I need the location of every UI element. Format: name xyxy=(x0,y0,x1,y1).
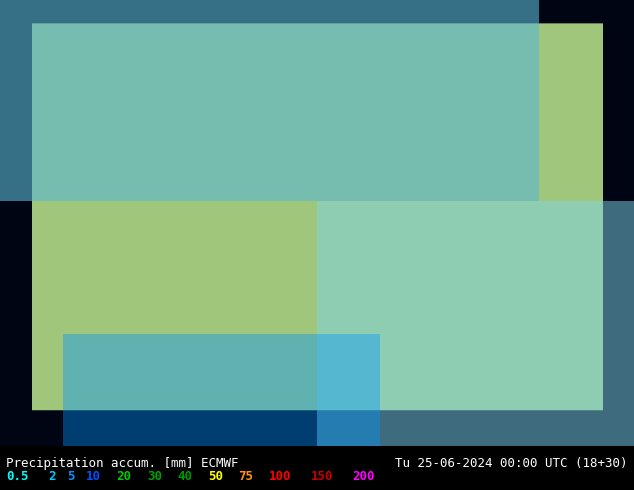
Text: 200: 200 xyxy=(353,470,375,483)
Text: 0.5: 0.5 xyxy=(6,470,29,483)
Text: 2: 2 xyxy=(48,470,56,483)
Text: 20: 20 xyxy=(117,470,132,483)
Text: Precipitation accum. [mm] ECMWF: Precipitation accum. [mm] ECMWF xyxy=(6,457,239,470)
Bar xyxy=(317,200,634,446)
Bar xyxy=(0,0,539,200)
Bar xyxy=(63,334,380,446)
Text: 10: 10 xyxy=(86,470,101,483)
Text: 5: 5 xyxy=(67,470,75,483)
Text: 40: 40 xyxy=(178,470,193,483)
Text: 30: 30 xyxy=(147,470,162,483)
Text: 75: 75 xyxy=(238,470,254,483)
Text: Tu 25-06-2024 00:00 UTC (18+30): Tu 25-06-2024 00:00 UTC (18+30) xyxy=(395,457,628,470)
Text: 150: 150 xyxy=(311,470,333,483)
Text: 100: 100 xyxy=(269,470,291,483)
Text: 50: 50 xyxy=(208,470,223,483)
